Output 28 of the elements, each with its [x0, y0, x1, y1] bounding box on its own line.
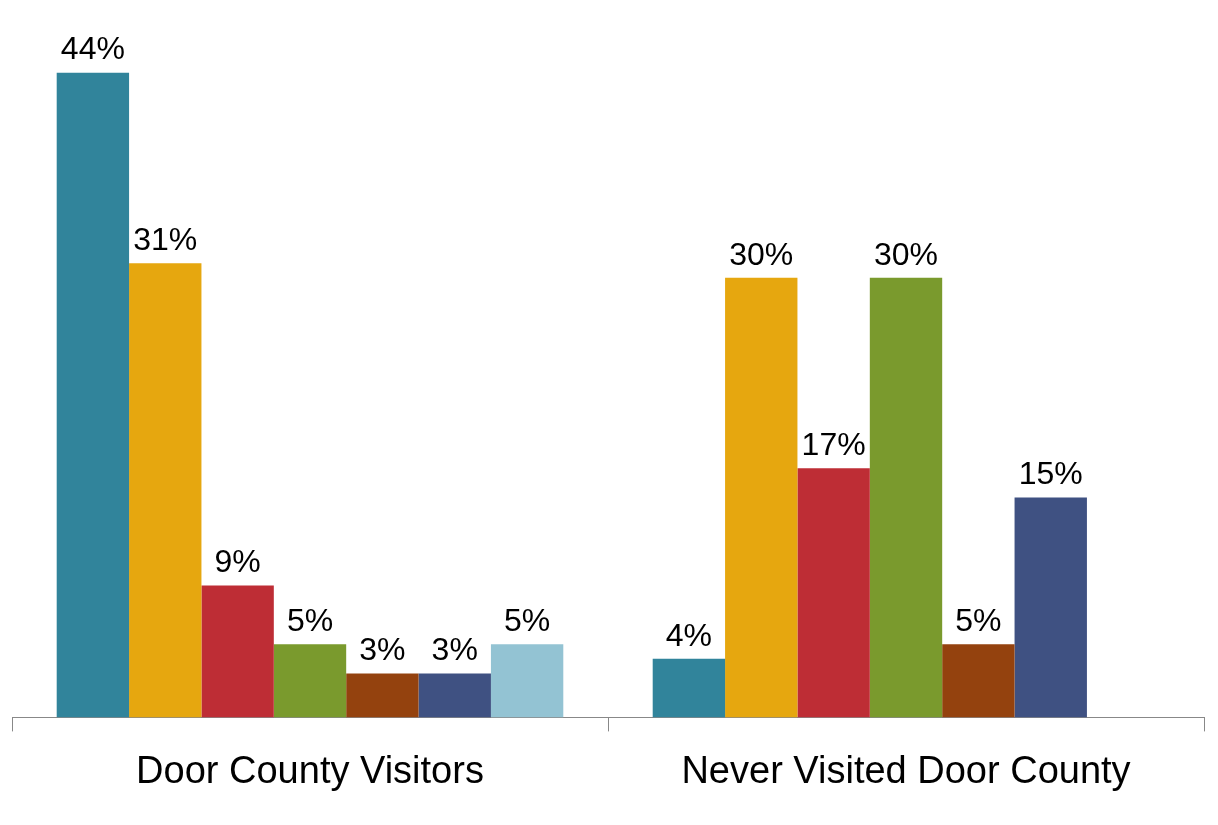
data-label: 44% [60, 30, 125, 67]
data-label: 31% [133, 220, 198, 257]
bar [1014, 497, 1087, 718]
data-label: 9% [214, 543, 261, 580]
x-tick-label: Door County Visitors [136, 748, 484, 791]
bar [652, 658, 726, 718]
data-label: 5% [286, 601, 334, 638]
data-label: 5% [503, 601, 551, 638]
data-label: 3% [359, 631, 406, 668]
x-tick-label: Never Visited Door County [681, 748, 1131, 791]
bar [725, 277, 798, 718]
bar [942, 644, 1015, 718]
bar [56, 72, 130, 718]
data-label: 3% [431, 631, 478, 668]
bar [490, 644, 564, 718]
bar [346, 673, 419, 718]
data-label: 15% [1018, 455, 1083, 492]
data-label: 4% [665, 616, 713, 653]
bar [129, 263, 202, 718]
bar [797, 468, 870, 718]
bar [273, 644, 347, 718]
data-label: 5% [955, 601, 1002, 638]
bar [418, 673, 491, 718]
bar [201, 585, 274, 718]
data-label: 30% [729, 235, 794, 272]
data-label: 30% [873, 235, 939, 272]
data-label: 17% [801, 426, 866, 463]
bar [869, 277, 943, 718]
